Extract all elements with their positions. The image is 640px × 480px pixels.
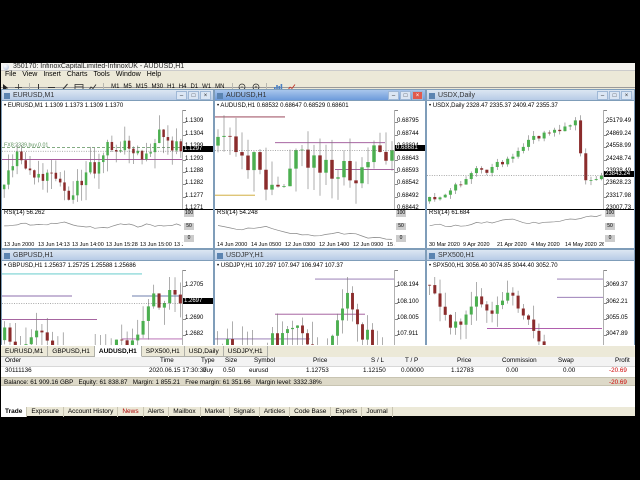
svg-text:FX8:2339,buy,0.01: FX8:2339,buy,0.01 (4, 142, 48, 148)
